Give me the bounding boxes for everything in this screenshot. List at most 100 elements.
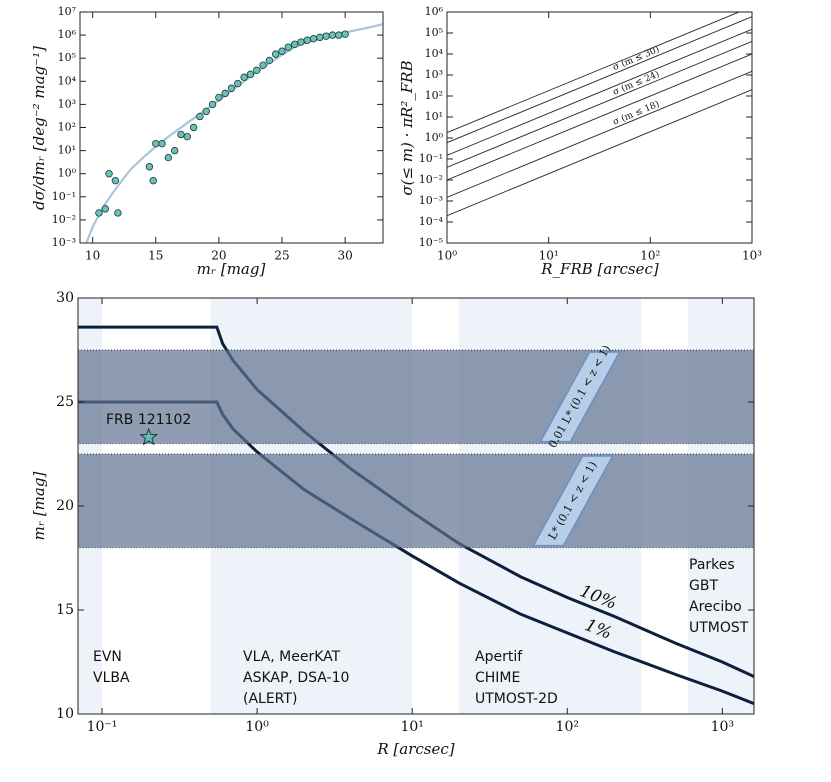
y-axis-label: σ(≤ m) · πR²_FRB (398, 60, 416, 195)
x-tick-label: 10 (85, 249, 100, 263)
facility-label: EVN (93, 649, 122, 665)
y-tick-label: 10⁶ (425, 5, 444, 18)
data-point (284, 43, 293, 51)
plot-area (447, 12, 752, 217)
data-point (335, 31, 343, 39)
curve (447, 12, 741, 134)
y-tick-label: 10⁵ (58, 51, 76, 64)
y-tick-label: 10⁻² (419, 173, 443, 186)
curve (447, 89, 752, 217)
y-tick-label: 25 (56, 394, 74, 410)
facility-label: VLA, MeerKAT (243, 649, 341, 665)
plot-area (85, 23, 383, 243)
y-tick-label: 10⁻³ (52, 236, 76, 249)
x-tick-label: 30 (337, 249, 352, 263)
y-tick-label: 10⁷ (58, 5, 77, 18)
data-point (149, 176, 157, 185)
data-point (101, 205, 109, 213)
y-axis-label: dσ/dmᵣ [deg⁻² mag⁻¹] (30, 46, 48, 210)
facility-label: Parkes (689, 557, 735, 573)
data-point (164, 153, 173, 162)
data-point (145, 163, 154, 171)
y-tick-label: 10¹ (58, 144, 76, 157)
curve (447, 70, 752, 198)
series-label: σ (m ≤ 18) (611, 99, 661, 128)
data-point (303, 36, 311, 44)
y-tick-label: 10 (56, 706, 74, 722)
data-point (322, 32, 330, 40)
data-point (234, 79, 242, 88)
curve (447, 28, 752, 156)
y-tick-label: 10⁻⁵ (419, 236, 443, 249)
curve (78, 400, 754, 705)
x-tick-label: 10¹ (539, 249, 559, 263)
facility-label: UTMOST (689, 620, 749, 636)
facility-label: GBT (689, 578, 718, 594)
data-point (152, 139, 160, 148)
data-point (259, 61, 267, 69)
y-tick-label: 10⁶ (58, 28, 77, 41)
data-point (290, 40, 299, 48)
y-tick-label: 10⁻³ (419, 194, 443, 207)
data-point (246, 70, 255, 79)
x-tick-label: 10⁰ (245, 719, 269, 735)
data-point (183, 132, 192, 141)
data-point (240, 73, 248, 81)
band-label-box (539, 351, 621, 443)
data-point (202, 107, 210, 116)
band-label-box (532, 455, 614, 547)
x-tick-label: 10⁻¹ (87, 719, 118, 735)
x-tick-label: 15 (148, 249, 163, 263)
data-point (253, 66, 261, 74)
x-axis-label: R [arcsec] (376, 740, 454, 758)
facility-label: UTMOST-2D (475, 691, 558, 707)
data-point (309, 34, 318, 43)
data-point (105, 169, 113, 178)
y-tick-label: 10⁵ (425, 26, 443, 39)
data-point (265, 56, 274, 65)
data-point (208, 100, 217, 109)
x-tick-label: 10² (640, 249, 660, 263)
frb-marker (139, 427, 159, 446)
x-tick-label: 20 (211, 249, 226, 263)
y-tick-label: 10² (425, 89, 443, 102)
y-tick-label: 20 (56, 498, 74, 514)
y-band (77, 349, 755, 445)
y-tick-label: 10⁴ (425, 47, 444, 60)
facility-label: CHIME (475, 670, 520, 686)
x-axis-label: R_FRB [arcsec] (540, 260, 659, 278)
y-tick-label: 10⁻⁴ (419, 215, 444, 228)
facility-label: Apertif (475, 649, 523, 665)
x-tick-label: 10² (556, 719, 579, 735)
x-axis-label: mᵣ [mag] (197, 260, 266, 278)
y-tick-label: 10⁻² (52, 213, 76, 226)
y-axis-label: mᵣ [mag] (30, 472, 48, 541)
y-tick-label: 10⁴ (58, 74, 77, 87)
data-point (196, 112, 204, 121)
y-tick-label: 10⁰ (58, 167, 77, 180)
x-tick-label: 10³ (742, 249, 762, 263)
data-point (328, 31, 337, 39)
facility-label: VLBA (93, 670, 130, 686)
data-point (170, 146, 179, 155)
y-tick-label: 10³ (425, 68, 443, 81)
plot-frame (79, 11, 384, 244)
data-point (227, 84, 236, 92)
plot-frame (446, 11, 753, 244)
y-tick-label: 10⁻¹ (419, 152, 443, 165)
data-point (221, 89, 229, 98)
data-point (111, 176, 120, 185)
frb-label: FRB 121102 (106, 412, 191, 428)
data-point (341, 30, 349, 38)
data-point (158, 139, 166, 148)
fit-curve (85, 23, 383, 243)
y-tick-label: 10¹ (425, 110, 443, 123)
data-point (297, 38, 305, 46)
curve (447, 53, 752, 181)
series-label: σ (m ≤ 30) (611, 44, 661, 73)
facility-label: Arecibo (689, 599, 742, 615)
facility-label: ASKAP, DSA-10 (243, 670, 349, 686)
data-point (95, 209, 103, 217)
y-band (77, 453, 755, 549)
